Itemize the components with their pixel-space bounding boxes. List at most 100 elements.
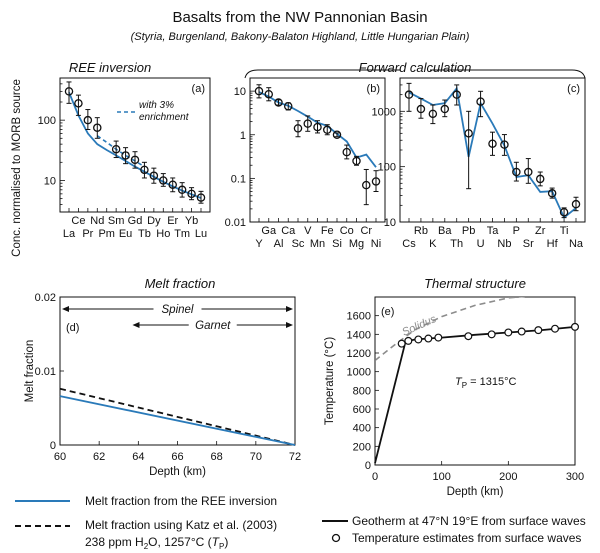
model-series-line (408, 86, 577, 220)
x-tick-label: Nd (90, 215, 104, 227)
temperature-estimate-point (504, 328, 513, 337)
x-tick-label: Ga (261, 225, 277, 237)
x-tick-label: Cs (402, 238, 416, 250)
geotherm-line (374, 326, 576, 464)
x-tick-label: 60 (54, 451, 66, 463)
x-tick-label: 66 (171, 451, 183, 463)
x-tick-label: 62 (93, 451, 105, 463)
y-tick-label: 0 (365, 460, 371, 472)
x-tick-label: Tm (174, 228, 190, 240)
observed-point (440, 104, 450, 114)
x-tick-label: Pr (82, 228, 93, 240)
y-tick-label: 400 (353, 423, 371, 435)
observed-point (342, 147, 351, 157)
x-tick-label: Tb (138, 228, 151, 240)
observed-point (452, 90, 461, 99)
panel-label: (c) (567, 83, 580, 95)
x-tick-label: Co (340, 225, 354, 237)
plot-frame (249, 77, 386, 223)
shared-y-axis-label: Conc. normalised to MORB source (11, 79, 23, 257)
observed-point (177, 185, 187, 195)
figure-title: Basalts from the NW Pannonian Basin (172, 9, 427, 26)
temperature-estimate-point (424, 334, 433, 343)
x-tick-label: Na (569, 238, 584, 250)
legend-left: Melt fraction from the REE inversion Mel… (15, 494, 277, 551)
garnet-range-arrowhead-right (286, 322, 293, 328)
spinel-range-arrowhead-right (286, 306, 293, 312)
x-tick-label: Cr (360, 225, 372, 237)
y-tick-label: 1 (240, 130, 246, 142)
observed-point (140, 165, 149, 175)
observed-point (332, 130, 342, 140)
garnet-range-label-bg (188, 318, 237, 332)
x-tick-label: 100 (432, 471, 450, 483)
observed-point (524, 167, 533, 177)
y-tick-label: 1200 (347, 348, 371, 360)
x-tick-label: Th (450, 238, 463, 250)
x-tick-label: Pm (98, 228, 115, 240)
temperature-estimate-point (464, 332, 473, 341)
panel-label: (e) (381, 306, 394, 318)
plot-frame (59, 296, 296, 446)
observed-point (74, 99, 83, 108)
observed-point (196, 193, 206, 202)
temperature-estimate-point (414, 335, 423, 344)
observed-point (93, 123, 102, 132)
observed-point (83, 115, 93, 125)
observed-point (476, 97, 485, 106)
katz-melt-line (59, 387, 296, 446)
y-tick-label: 0.01 (225, 217, 246, 229)
temperature-estimate-point (434, 333, 443, 342)
y-tick-label: 0.1 (231, 173, 246, 185)
x-tick-label: Lu (195, 228, 207, 240)
x-tick-label: 70 (250, 451, 262, 463)
y-tick-label: 200 (353, 441, 371, 453)
temperature-estimate-point (517, 327, 526, 336)
legend-temperature-label: Temperature estimates from surface waves (352, 531, 581, 545)
garnet-range-label: Garnet (195, 320, 231, 332)
x-tick-label: V (304, 225, 312, 237)
observed-point (547, 189, 557, 198)
temperature-estimate-point (550, 324, 559, 333)
y-tick-label: 100 (378, 162, 396, 174)
x-tick-label: Eu (119, 228, 132, 240)
temperature-estimate-point (487, 330, 496, 339)
y-tick-label: 1000 (347, 367, 371, 379)
y-tick-label: 0 (50, 440, 56, 452)
observed-point (512, 167, 521, 177)
x-tick-label: Ba (438, 225, 452, 237)
observed-point (274, 98, 283, 107)
x-tick-label: Dy (147, 215, 161, 227)
observed-point (121, 151, 130, 160)
observed-point (352, 156, 361, 166)
temperature-estimate-point (397, 339, 406, 348)
x-axis-label: Depth (km) (447, 486, 504, 498)
x-tick-label: Nb (497, 238, 511, 250)
x-tick-label: Rb (414, 225, 428, 237)
annotation-text: enrichment (139, 112, 190, 123)
y-axis-label: Melt fraction (24, 340, 36, 403)
panel-label: (b) (367, 83, 380, 95)
y-tick-label: 1400 (347, 329, 371, 341)
x-tick-label: Mn (310, 238, 325, 250)
x-tick-label: Er (167, 215, 178, 227)
x-tick-label: Ti (560, 225, 569, 237)
observed-point (283, 102, 293, 111)
x-tick-label: Fe (321, 225, 334, 237)
section-title-forward-calculation: Forward calculation (359, 60, 472, 75)
observed-point (416, 104, 426, 114)
observed-point (264, 89, 273, 99)
x-tick-label: 64 (132, 451, 144, 463)
x-tick-label: Ni (371, 238, 381, 250)
observed-point (159, 176, 168, 185)
x-tick-label: Gd (128, 215, 143, 227)
chart-melt-fraction: 60 62 64 66 68 70 72 0 0.01 0.02 Depth (km) Melt fr… (24, 292, 301, 478)
observed-point (535, 174, 545, 184)
x-tick-label: Zr (535, 225, 546, 237)
y-axis-label: Temperature (°C) (324, 337, 336, 425)
x-tick-label: Mg (349, 238, 364, 250)
chart-thermal-structure: 0 100 200 300 0 200 400 600 800 1000 1200 1400 1600 D… (324, 296, 584, 498)
section-title-ree-inversion: REE inversion (69, 60, 151, 75)
